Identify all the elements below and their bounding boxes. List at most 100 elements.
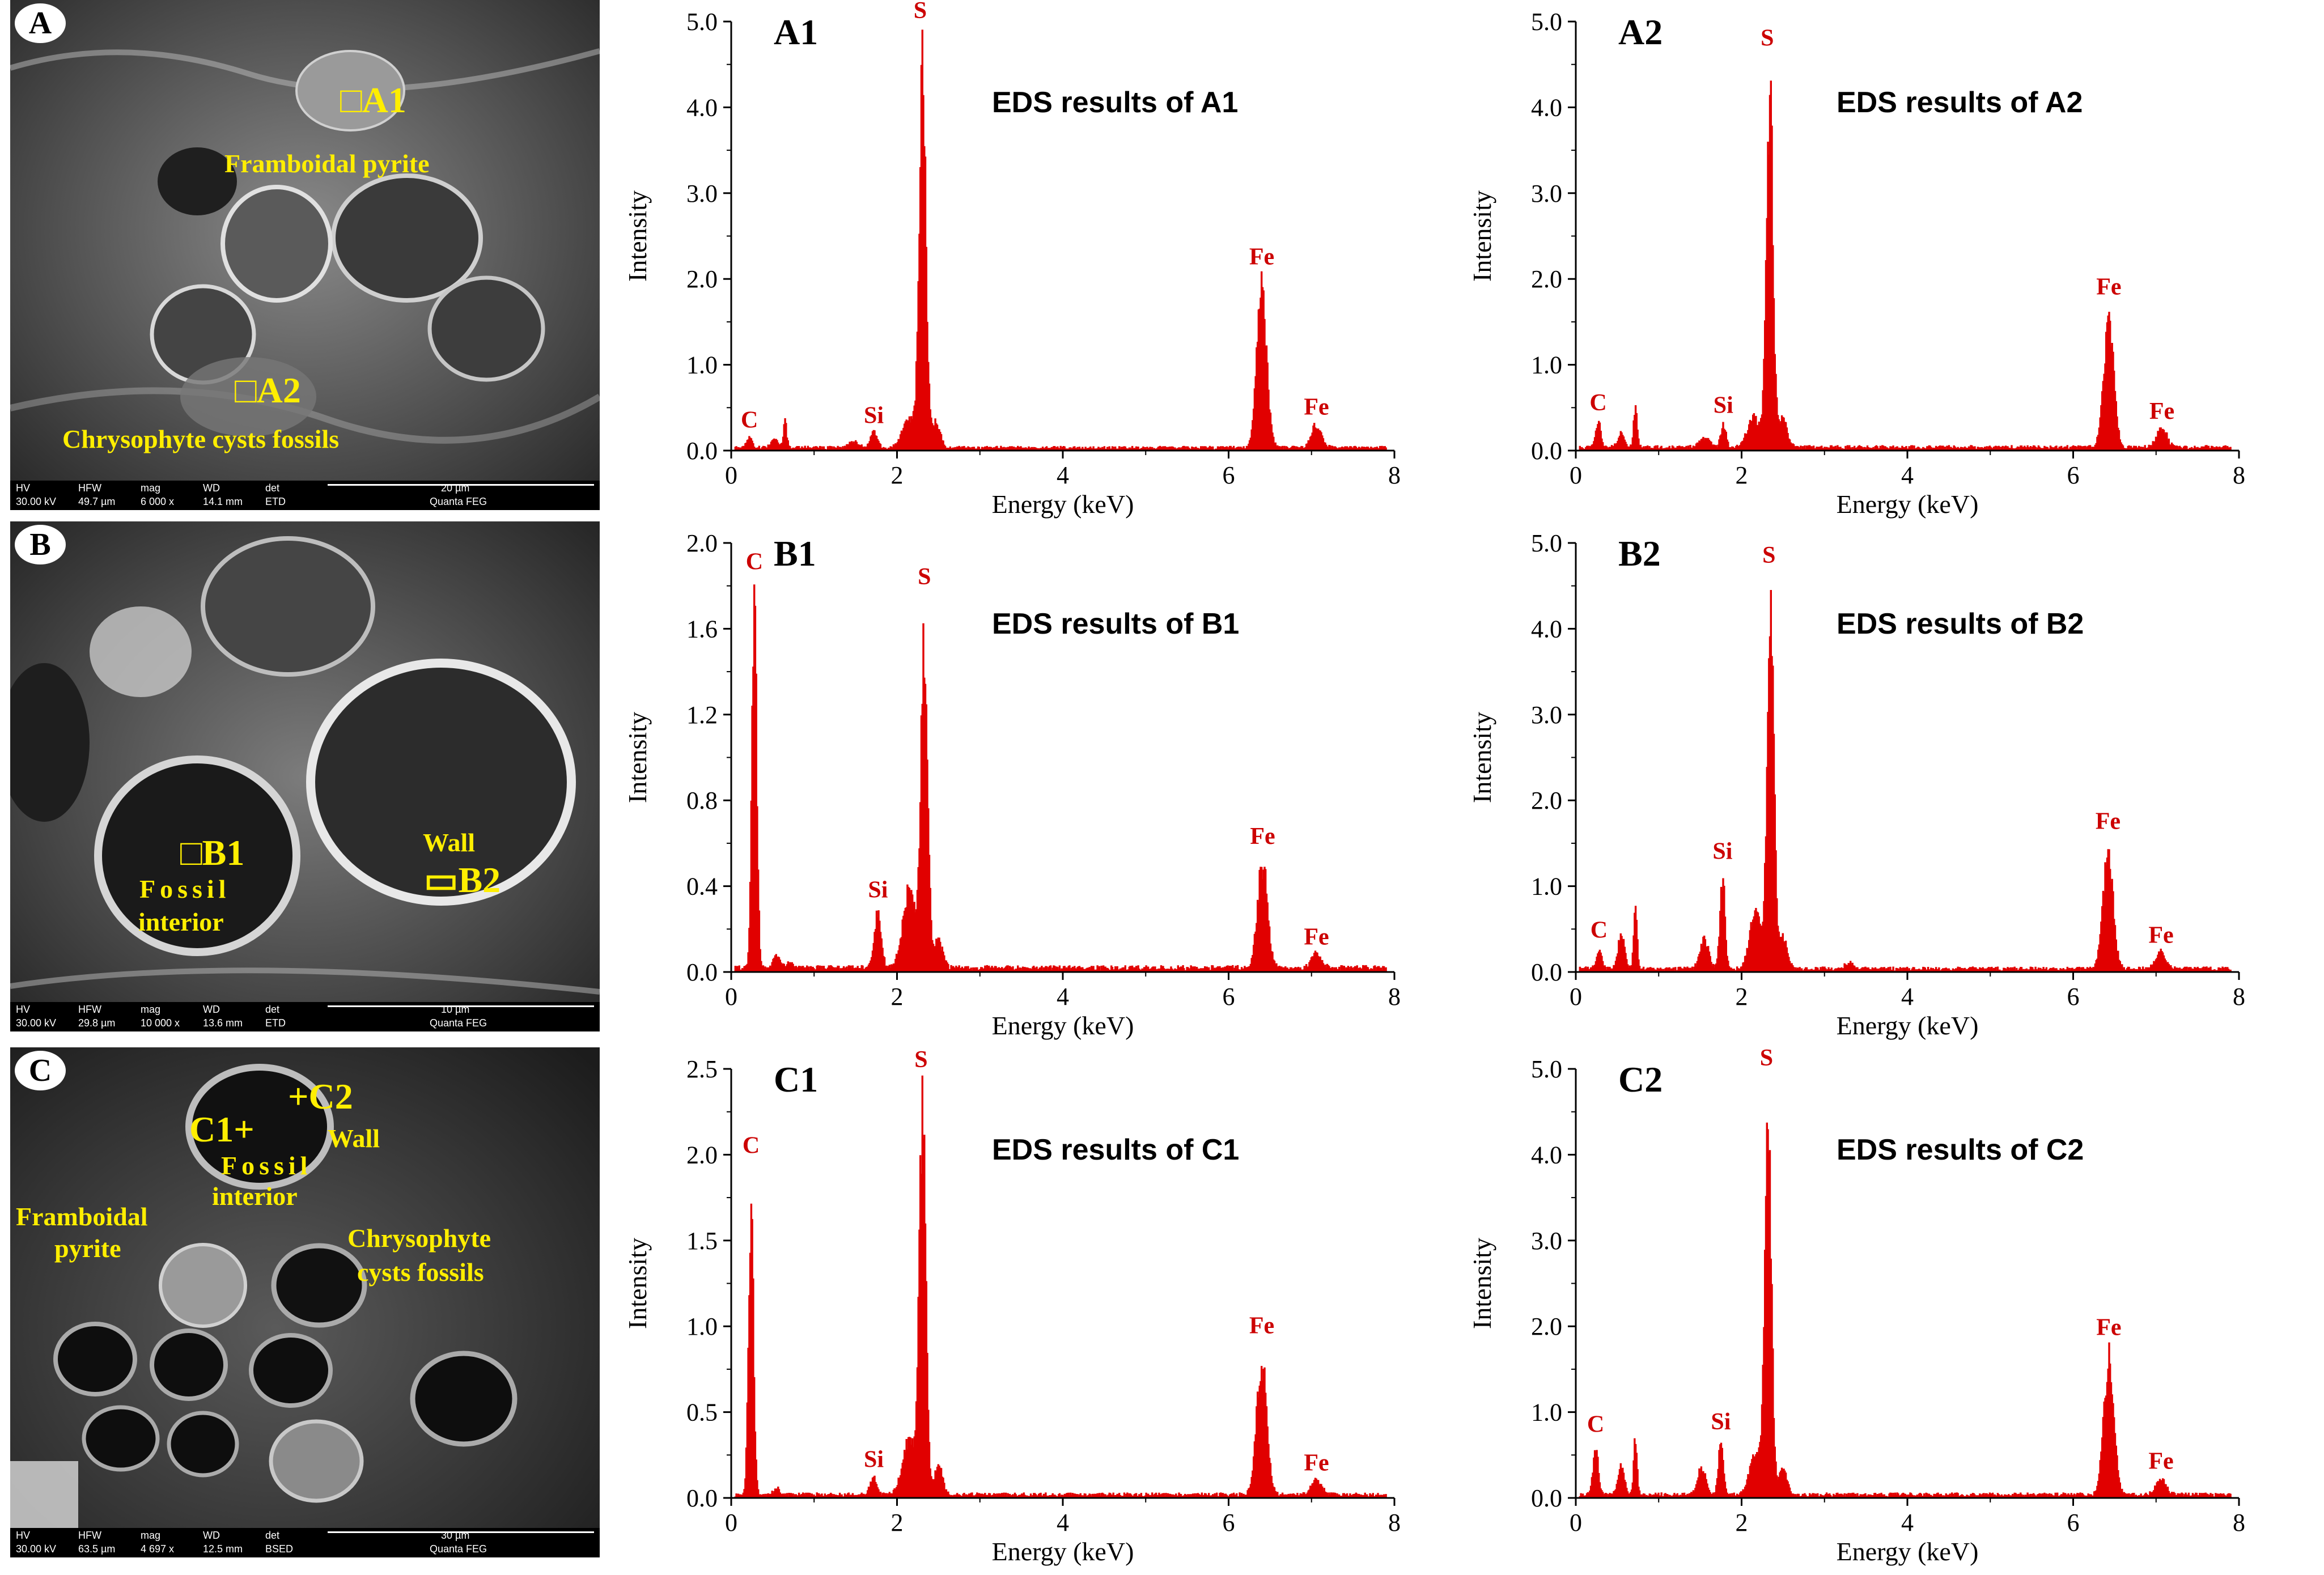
x-tick-label: 8 (1388, 983, 1401, 1011)
y-tick-label: 0.0 (1531, 958, 1562, 986)
peak-label-c: C (1589, 390, 1606, 416)
label-fossil: Fossil (139, 874, 231, 903)
eds-chart-c1: 0.0 0.5 1.0 1.5 2.0 2.5 0 2 4 6 8 Energy (keV) Inten… (612, 1047, 1451, 1572)
label-cysts-fossils: cysts fossils (357, 1258, 484, 1287)
spot-marker-b2: ▭B2 (424, 860, 501, 900)
peak-label-s: S (1760, 1045, 1773, 1071)
databar-v2: 63.5 µm (78, 1543, 116, 1555)
eds-chart-a1: 0.0 1.0 2.0 3.0 4.0 5.0 0 2 4 6 8 Energy (keV) Inten… (612, 0, 1451, 524)
peak-label-fe: Fe (1304, 1450, 1329, 1476)
chart-svg-b2: 0.0 1.0 2.0 3.0 4.0 5.0 0 2 4 6 8 Energy (keV) Inten… (1468, 529, 2245, 1040)
peak-label-c: C (1587, 1412, 1604, 1438)
peak-label-s: S (914, 1047, 927, 1073)
peak-label-fe: Fe (1249, 244, 1274, 270)
y-tick-label: 0.4 (686, 873, 718, 901)
eds-chart-b2: 0.0 1.0 2.0 3.0 4.0 5.0 0 2 4 6 8 Energy (keV) Inten… (1457, 521, 2296, 1046)
x-tick-label: 8 (1388, 1509, 1401, 1536)
sem-databar-a: HV HFW mag WD det 30.00 kV 49.7 µm 6 000… (10, 481, 600, 510)
sem-image-a: A □A1 Framboidal pyrite □A2 Chrysophyte … (10, 0, 600, 510)
y-axis-title: Intensity (623, 190, 652, 282)
x-tick-label: 6 (1223, 1509, 1235, 1536)
y-tick-label: 5.0 (1531, 529, 1562, 557)
peak-label-c: C (746, 549, 763, 575)
label-chrysophyte: Chrysophyte (347, 1224, 491, 1253)
x-tick-label: 6 (1223, 983, 1235, 1011)
panel-label-a: A (15, 3, 66, 43)
sem-databar-b: HV HFW mag WD det 30.00 kV 29.8 µm 10 00… (10, 1002, 600, 1031)
y-tick-label: 0.0 (686, 437, 718, 465)
spot-marker-a2: □A2 (235, 370, 301, 410)
spot-label-c2: +C2 (288, 1076, 353, 1116)
x-tick-label: 8 (2233, 1509, 2245, 1536)
y-axis-title: Intensity (1468, 1238, 1496, 1329)
y-tick-label: 1.0 (1531, 1399, 1562, 1427)
sem-databar-c: HV HFW mag WD det 30.00 kV 63.5 µm 4 697… (10, 1528, 600, 1557)
peak-label-si: Si (864, 1447, 884, 1473)
databar-v3: 4 697 x (141, 1543, 175, 1555)
databar-h2: HFW (78, 1530, 101, 1541)
eds-chart-c2: 0.0 1.0 2.0 3.0 4.0 5.0 0 2 4 6 8 Energy (keV) Inten… (1457, 1045, 2296, 1572)
y-axis-title: Intensity (623, 712, 652, 803)
peak-label-fe: Fe (1304, 924, 1329, 950)
databar-h1: HV (16, 482, 31, 494)
scale-bar (328, 484, 594, 486)
x-tick-label: 2 (891, 461, 904, 489)
label-pyrite: pyrite (54, 1234, 121, 1263)
y-tick-label: 1.5 (686, 1227, 718, 1255)
instrument-label: Quanta FEG (430, 1543, 487, 1555)
y-tick-label: 1.2 (686, 701, 718, 729)
chart-title: EDS results of B2 (1837, 608, 2084, 640)
scale-label: 30 µm (441, 1530, 470, 1541)
x-axis-title: Energy (keV) (992, 490, 1134, 519)
spectrum-c2 (1579, 1122, 2232, 1498)
x-tick-label: 2 (1736, 983, 1748, 1011)
peak-label-c: C (1591, 918, 1608, 944)
chart-title: EDS results of A1 (992, 86, 1238, 119)
spectrum-bars (1579, 1122, 2232, 1498)
y-tick-label: 3.0 (1531, 701, 1562, 729)
y-axis-title: Intensity (1468, 712, 1496, 803)
sem-texture-b (10, 521, 600, 1031)
y-tick-label: 0.0 (686, 958, 718, 986)
x-tick-label: 6 (2067, 1509, 2080, 1536)
databar-v4: 13.6 mm (203, 1017, 243, 1029)
databar-v1: 30.00 kV (16, 496, 57, 507)
x-tick-label: 8 (1388, 461, 1401, 489)
databar-v2: 49.7 µm (78, 496, 116, 507)
databar-h3: mag (141, 482, 161, 494)
spot-marker-b1: □B1 (180, 833, 245, 873)
spectrum-a2 (1579, 80, 2232, 451)
y-tick-label: 4.0 (1531, 94, 1562, 121)
databar-v1: 30.00 kV (16, 1017, 57, 1029)
x-tick-label: 4 (1057, 1509, 1069, 1536)
peak-label-s: S (1761, 26, 1774, 52)
spectrum-b2 (1579, 590, 2232, 972)
chart-title: EDS results of C1 (992, 1134, 1239, 1166)
peak-label-fe: Fe (1250, 823, 1275, 850)
databar-v3: 6 000 x (141, 496, 175, 507)
y-tick-label: 5.0 (686, 8, 718, 36)
spot-label-a2: A2 (256, 370, 301, 410)
databar-h4: WD (203, 1530, 220, 1541)
instrument-label: Quanta FEG (430, 1017, 487, 1029)
peak-label-si: Si (1712, 838, 1732, 864)
y-tick-label: 4.0 (1531, 615, 1562, 643)
spectrum-b1 (734, 584, 1387, 972)
eds-chart-b1: 0.0 0.4 0.8 1.2 1.6 2.0 0 2 4 6 8 Energy (keV) Inten… (612, 521, 1451, 1046)
x-tick-label: 2 (1736, 1509, 1748, 1536)
peak-label-fe: Fe (2148, 1449, 2173, 1475)
spectrum-bars (734, 584, 1387, 972)
y-tick-label: 1.0 (1531, 351, 1562, 379)
y-tick-label: 0.8 (686, 787, 718, 814)
label-framboidal-pyrite: Framboidal pyrite (224, 149, 430, 178)
peak-label-fe: Fe (2149, 398, 2174, 424)
x-tick-label: 4 (1901, 983, 1914, 1011)
y-axis-title: Intensity (623, 1238, 652, 1329)
x-tick-label: 8 (2233, 983, 2245, 1011)
databar-h5: det (265, 482, 280, 494)
databar-h4: WD (203, 1004, 220, 1015)
x-axis-title: Energy (keV) (992, 1011, 1134, 1040)
y-tick-label: 3.0 (1531, 180, 1562, 207)
spot-marker-a1: □A1 (340, 80, 406, 120)
x-tick-label: 4 (1901, 461, 1914, 489)
